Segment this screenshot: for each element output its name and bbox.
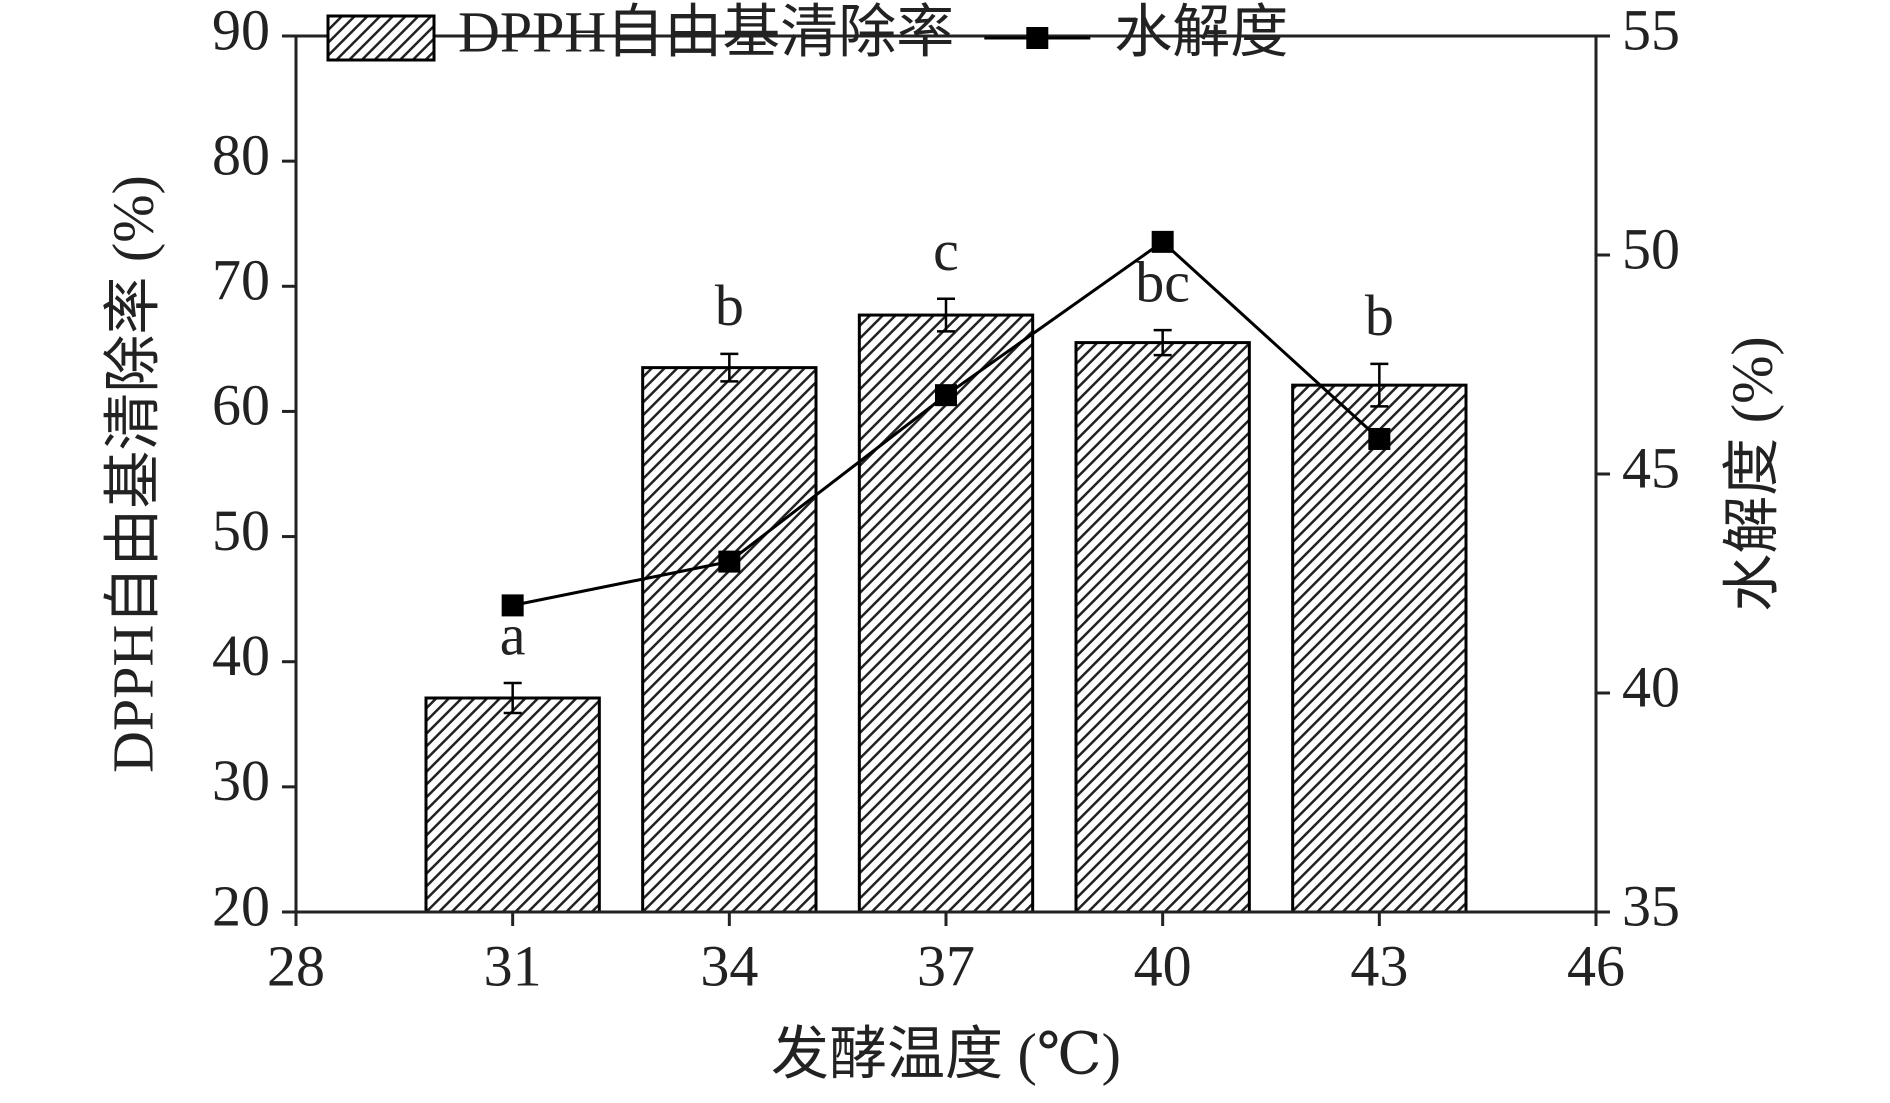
- marker: [718, 550, 741, 573]
- marker: [935, 384, 957, 407]
- legend-label: 水解度: [1114, 0, 1288, 64]
- error-bar: [503, 681, 522, 715]
- x-tick-label: 28: [267, 933, 325, 998]
- significance-label: b: [715, 273, 744, 338]
- x-tick-label: 31: [484, 933, 542, 998]
- y2-tick-label: 55: [1622, 0, 1680, 62]
- error-bar: [937, 297, 955, 333]
- y-tick-label: 60: [212, 373, 270, 438]
- x-tick-label: 46: [1567, 933, 1625, 998]
- y-tick-label: 50: [212, 498, 270, 563]
- legend-marker: [1026, 27, 1049, 49]
- y2-tick-label: 50: [1622, 216, 1680, 281]
- y-tick-label: 90: [212, 0, 270, 62]
- y-tick-label: 40: [212, 623, 270, 688]
- error-bar: [1370, 362, 1389, 408]
- bar: [857, 313, 1035, 914]
- y2-tick-label: 40: [1622, 654, 1680, 719]
- bar: [424, 696, 601, 914]
- significance-label: c: [933, 218, 959, 283]
- marker: [1368, 427, 1391, 450]
- significance-label: b: [1365, 283, 1394, 348]
- bar: [1074, 341, 1251, 914]
- bar: [641, 366, 818, 914]
- x-tick-label: 34: [700, 933, 758, 998]
- x-tick-label: 37: [917, 933, 975, 998]
- x-axis-title: 发酵温度 (℃): [771, 1021, 1121, 1086]
- x-tick-label: 40: [1134, 933, 1192, 998]
- y2-tick-label: 35: [1622, 873, 1680, 938]
- y-axis-title: DPPH自由基清除率 (%): [100, 175, 165, 773]
- x-tick-label: 43: [1350, 933, 1408, 998]
- y-tick-label: 70: [212, 248, 270, 313]
- error-bar: [720, 352, 739, 383]
- legend-swatch: [326, 14, 436, 62]
- marker: [501, 594, 524, 617]
- bar: [1291, 383, 1468, 914]
- marker: [1151, 230, 1174, 253]
- y-tick-label: 20: [212, 873, 270, 938]
- y2-tick-label: 45: [1622, 435, 1680, 500]
- legend-label: DPPH自由基清除率: [458, 0, 954, 64]
- y-tick-label: 30: [212, 748, 270, 813]
- error-bar: [1153, 328, 1172, 357]
- y2-axis-title: 水解度 (%): [1719, 336, 1784, 611]
- y-tick-label: 80: [212, 122, 270, 187]
